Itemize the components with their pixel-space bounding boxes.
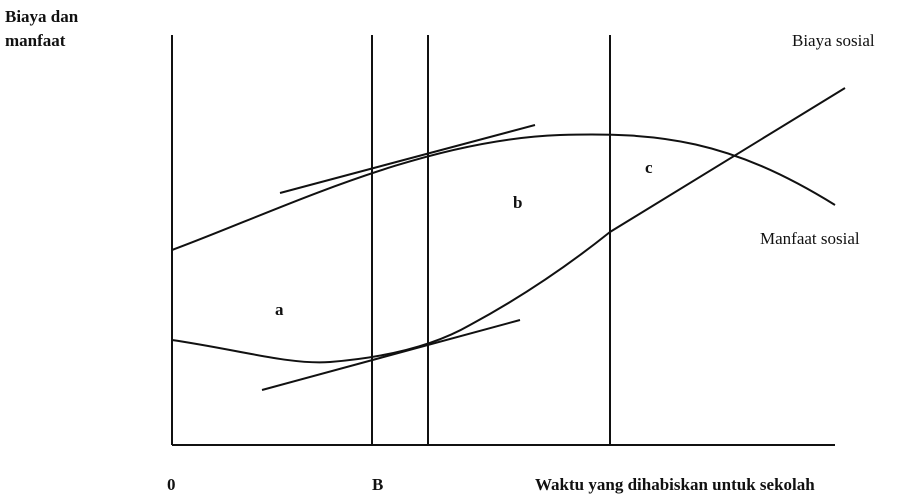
area-label: b	[513, 193, 522, 212]
y-axis-label: Biaya dan	[5, 7, 79, 26]
cost-curve	[171, 87, 846, 364]
curve-label: Biaya sosial	[792, 31, 875, 50]
x-axis-label: Waktu yang dihabiskan untuk sekolah	[535, 475, 815, 494]
benefit-curve	[171, 133, 836, 251]
area-label: a	[275, 300, 284, 319]
area-label: c	[645, 158, 653, 177]
curve-label: Manfaat sosial	[760, 229, 860, 248]
tangent-line	[279, 124, 536, 194]
tangent-line	[261, 319, 521, 391]
y-axis-label: manfaat	[5, 31, 66, 50]
x-origin-label: 0	[167, 475, 176, 494]
x-point-label: B	[372, 475, 383, 494]
